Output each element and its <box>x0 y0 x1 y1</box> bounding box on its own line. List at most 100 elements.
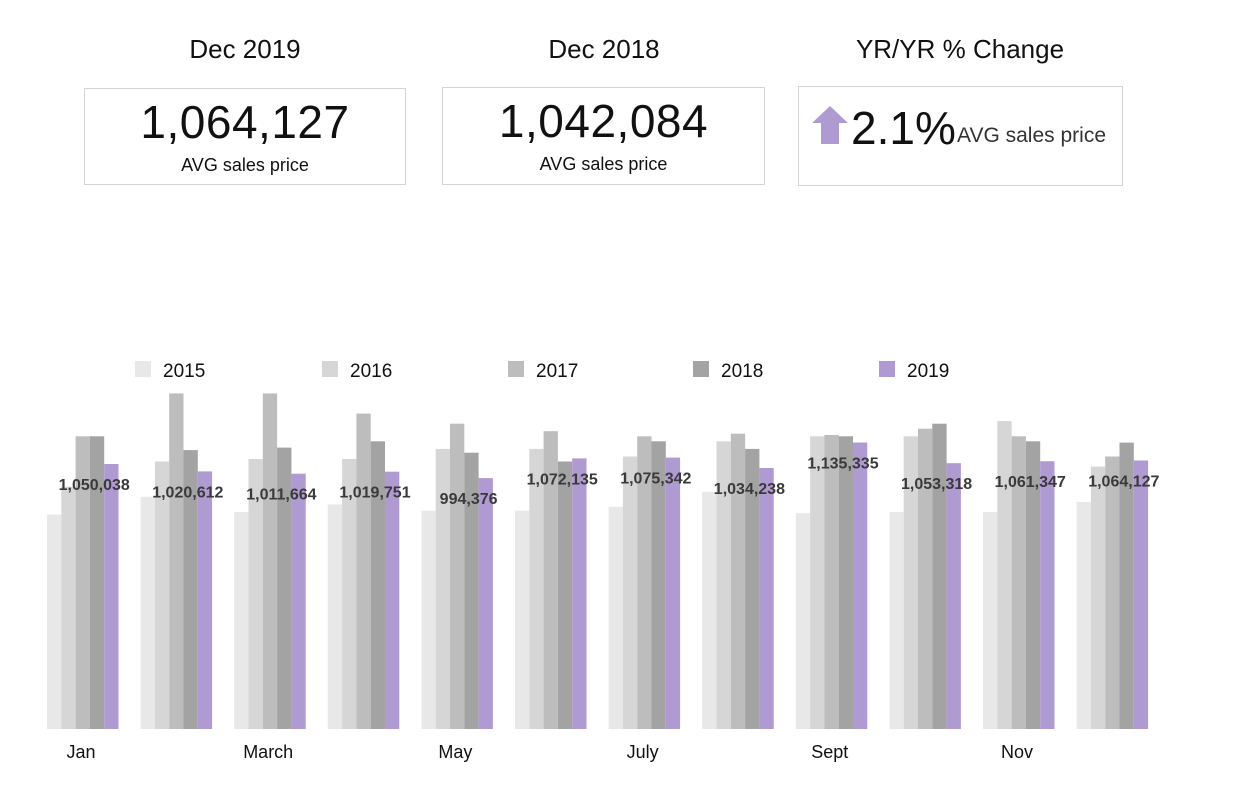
bar-2015-Dec <box>1076 501 1091 729</box>
kpi-change-title: YR/YR % Change <box>855 34 1065 64</box>
bar-2015-April <box>327 504 343 729</box>
bar-2016-March <box>248 459 263 729</box>
bar-2015-Nov <box>983 512 998 729</box>
x-tick-label-Sept: Sept <box>811 742 848 762</box>
bar-2016-Sept <box>810 436 825 729</box>
bar-2016-Nov <box>997 421 1012 729</box>
bar-2018-Jan <box>89 436 105 729</box>
bar-2019-April <box>385 471 400 729</box>
bar-2018-April <box>370 441 385 729</box>
kpi-change-card: 2.1% AVG sales price <box>798 86 1123 186</box>
bar-2019-Dec <box>1133 460 1149 729</box>
kpi-change-caption: AVG sales price <box>957 124 1106 147</box>
bar-2015-Oct <box>889 512 904 729</box>
bar-2015-Aug <box>702 491 717 729</box>
data-label-Nov: 1,061,347 <box>995 474 1066 491</box>
data-label-Oct: 1,053,318 <box>901 476 972 493</box>
bar-2018-Oct <box>932 423 947 729</box>
legend-swatch-2018 <box>693 361 709 377</box>
data-label-Dec: 1,064,127 <box>1088 474 1159 491</box>
bar-2018-Nov <box>1025 441 1041 729</box>
bar-2019-Feb <box>197 471 213 729</box>
bar-2019-Aug <box>759 468 774 729</box>
kpi-current-title: Dec 2019 <box>189 34 301 64</box>
bar-2016-July <box>622 456 638 729</box>
data-label-Jan: 1,050,038 <box>59 477 130 494</box>
legend-label-2015: 2015 <box>163 361 205 382</box>
bar-2018-May <box>464 452 479 729</box>
bar-2016-Aug <box>716 441 731 729</box>
kpi-current-caption: AVG sales price <box>181 155 309 175</box>
bar-2017-July <box>637 436 652 729</box>
bar-2017-Nov <box>1011 436 1026 729</box>
kpi-previous-title: Dec 2018 <box>548 34 660 64</box>
bar-2015-June <box>515 510 530 729</box>
bar-2017-Feb <box>169 393 184 729</box>
data-label-May: 994,376 <box>440 491 498 508</box>
data-label-June: 1,072,135 <box>527 471 598 488</box>
up-arrow-icon <box>812 106 848 144</box>
bar-2016-May <box>435 448 450 729</box>
bar-2017-Aug <box>730 433 746 729</box>
bar-2017-March <box>262 393 278 729</box>
legend-swatch-2016 <box>322 361 338 377</box>
bar-2017-Dec <box>1105 456 1120 729</box>
bar-2019-March <box>291 473 306 729</box>
kpi-current-value: 1,064,127 <box>140 96 350 148</box>
bar-2018-June <box>557 461 573 729</box>
bar-2019-Jan <box>104 464 119 729</box>
bar-2017-Sept <box>824 435 839 729</box>
legend-swatch-2015 <box>135 361 151 377</box>
bar-2019-Nov <box>1040 461 1055 729</box>
data-label-July: 1,075,342 <box>620 471 691 488</box>
bar-2019-Sept <box>853 442 868 729</box>
bar-2015-March <box>234 512 249 729</box>
data-label-Aug: 1,034,238 <box>714 481 785 498</box>
bar-2015-Feb <box>140 496 155 729</box>
bar-2016-Feb <box>154 461 170 729</box>
kpi-change-value: 2.1% <box>851 102 956 154</box>
bar-2016-Dec <box>1090 466 1106 729</box>
legend-swatch-2017 <box>508 361 524 377</box>
x-tick-label-Nov: Nov <box>1001 742 1033 762</box>
bar-2015-July <box>608 506 623 729</box>
x-tick-label-May: May <box>438 742 472 762</box>
kpi-current-card: 1,064,127 AVG sales price <box>84 88 406 185</box>
data-label-March: 1,011,664 <box>246 487 316 504</box>
bar-2015-Sept <box>795 513 811 729</box>
bar-2015-Jan <box>47 514 62 729</box>
legend-label-2018: 2018 <box>721 361 763 382</box>
bar-2018-Dec <box>1119 442 1134 729</box>
bar-2019-May <box>478 478 493 729</box>
bar-2016-Oct <box>903 436 918 729</box>
data-label-April: 1,019,751 <box>339 485 410 502</box>
bar-2018-Aug <box>745 448 760 729</box>
data-label-Feb: 1,020,612 <box>152 484 223 501</box>
x-tick-label-March: March <box>243 742 293 762</box>
bar-2018-July <box>651 441 666 729</box>
bar-2017-Oct <box>918 428 933 729</box>
kpi-previous-value: 1,042,084 <box>498 95 709 147</box>
bar-2017-Jan <box>75 436 90 729</box>
kpi-previous-caption: AVG sales price <box>539 154 668 174</box>
bar-2018-Feb <box>183 450 198 729</box>
kpi-previous-card: 1,042,084 AVG sales price <box>442 87 765 185</box>
bar-2017-June <box>543 431 558 729</box>
bar-2019-Oct <box>946 463 961 729</box>
bar-2019-June <box>572 458 587 729</box>
bar-2016-April <box>342 459 357 729</box>
legend-label-2017: 2017 <box>536 361 578 382</box>
bar-2017-April <box>356 413 371 729</box>
data-label-Sept: 1,135,335 <box>807 456 878 473</box>
bar-2017-May <box>450 423 465 729</box>
bar-2015-May <box>421 510 436 729</box>
bar-2018-March <box>277 447 292 729</box>
bar-2019-July <box>665 457 681 729</box>
x-tick-label-Jan: Jan <box>66 742 95 762</box>
x-tick-label-July: July <box>627 742 659 762</box>
legend-label-2019: 2019 <box>907 361 949 382</box>
legend-swatch-2019 <box>879 361 895 377</box>
bar-2016-June <box>529 448 544 729</box>
bar-2018-Sept <box>838 436 853 729</box>
